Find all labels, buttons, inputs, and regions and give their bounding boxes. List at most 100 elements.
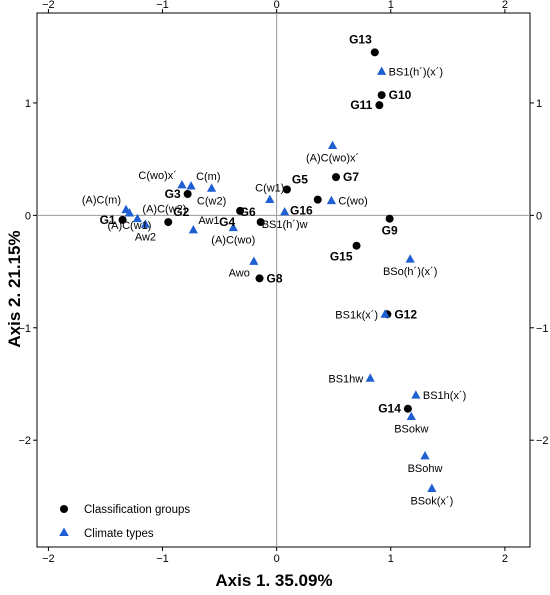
- group-point: [370, 48, 379, 57]
- y-tick-label-right: 1: [536, 98, 542, 110]
- legend-circle-marker: [60, 505, 68, 513]
- group-label: G3: [165, 187, 181, 201]
- x-tick-label-bottom: −1: [156, 553, 169, 565]
- y-tick-label-left: 1: [25, 98, 31, 110]
- climate-point: [124, 208, 135, 217]
- climate-label: BS1hw: [328, 373, 363, 385]
- group-point: [236, 206, 245, 215]
- group-label: G15: [330, 250, 353, 264]
- group-label: G6: [240, 205, 256, 219]
- group-label: G16: [290, 204, 313, 218]
- climate-label: C(m): [196, 171, 220, 183]
- y-axis-title: Axis 2. 21.15%: [5, 230, 24, 347]
- group-label: G13: [349, 32, 372, 46]
- group-point: [403, 404, 412, 413]
- legend-triangle-marker: [59, 527, 69, 536]
- group-label: G1: [100, 213, 116, 227]
- climate-label: Awo: [229, 267, 250, 279]
- group-label: G11: [350, 98, 372, 112]
- climate-point: [186, 181, 196, 190]
- group-label: G4: [219, 215, 235, 229]
- x-tick-label-bottom: 1: [388, 553, 394, 565]
- x-tick-label-bottom: 0: [274, 553, 280, 565]
- climate-point: [365, 373, 375, 382]
- y-tick-label-left: 0: [25, 210, 31, 222]
- climate-label: C(w1): [255, 183, 284, 195]
- group-point: [282, 185, 291, 194]
- data-points: [118, 48, 437, 492]
- y-tick-label-left: −2: [18, 435, 31, 447]
- climate-label: Aw2: [135, 231, 156, 243]
- plot-frame: [36, 12, 531, 548]
- group-point: [331, 173, 340, 182]
- group-point: [375, 101, 384, 110]
- group-point: [183, 189, 192, 198]
- climate-point: [140, 219, 151, 228]
- group-point: [118, 215, 127, 224]
- y-tick-label-right: −2: [536, 435, 549, 447]
- legend-classification-groups: Classification groups: [84, 504, 190, 516]
- climate-label: (A)C(wo)x´: [306, 153, 359, 165]
- x-tick-label-top: 1: [388, 0, 394, 11]
- climate-point: [406, 411, 416, 420]
- climate-point: [427, 483, 437, 492]
- axis-ticks: −2 −2 −1 −1 0 0 1 1 2 2 −2 −2 −1 −1 0 0 1 1: [18, 0, 548, 565]
- climate-label: BSokw: [394, 424, 428, 436]
- climate-label: C(wo)x´: [138, 170, 177, 182]
- group-label: G7: [343, 170, 359, 184]
- group-point: [256, 218, 265, 227]
- climate-label: BS1h(x´): [423, 390, 466, 402]
- group-point: [385, 214, 394, 223]
- climate-label: BS1(h´)w: [262, 219, 308, 231]
- climate-label: (A)C(wo): [211, 235, 255, 247]
- climate-label: BSo(h´)(x´): [383, 266, 437, 278]
- climate-point: [188, 224, 198, 234]
- climate-label: BS1k(x´): [335, 309, 378, 321]
- climate-point: [405, 254, 415, 263]
- climate-label: (A)C(w2): [142, 204, 186, 216]
- climate-point: [228, 222, 238, 232]
- climate-point: [177, 180, 187, 189]
- climate-point: [280, 206, 290, 216]
- climate-label: C(w2): [197, 195, 226, 207]
- group-label: G14: [378, 402, 401, 416]
- climate-label: BSok(x´): [410, 496, 453, 508]
- group-point: [377, 91, 386, 100]
- x-axis-title: Axis 1. 35.09%: [215, 571, 332, 590]
- group-point: [313, 195, 322, 204]
- x-tick-label-bottom: 2: [502, 553, 508, 565]
- climate-point: [207, 183, 217, 192]
- group-label: G9: [382, 224, 398, 238]
- group-point: [255, 274, 264, 283]
- y-tick-label-right: 0: [536, 210, 542, 222]
- climate-label: (A)C(m): [82, 195, 121, 207]
- group-label: G12: [394, 307, 417, 321]
- group-point: [352, 241, 361, 250]
- group-label: G8: [267, 271, 283, 285]
- legend-climate-types: Climate types: [84, 528, 154, 540]
- x-tick-label-top: −1: [156, 0, 169, 11]
- climate-label: (A)C(w1): [107, 220, 151, 232]
- point-labels: G1 G2 G3 G4 G5 G6 G7 G8 G9 G10 G11 G12 G13 G14 G15 G16 (…: [82, 32, 466, 507]
- climate-label: Aw1: [198, 215, 219, 227]
- climate-label: BSohw: [408, 463, 443, 475]
- climate-point: [380, 309, 390, 318]
- y-tick-label-left: −1: [18, 323, 31, 335]
- climate-point: [249, 256, 259, 265]
- climate-point: [265, 194, 275, 204]
- legend: Classification groups Climate types: [59, 504, 190, 540]
- y-tick-label-right: −1: [536, 323, 549, 335]
- climate-point: [377, 66, 387, 75]
- climate-point: [326, 195, 337, 205]
- climate-label: BS1(h´)(x´): [389, 66, 443, 78]
- climate-point: [420, 450, 430, 460]
- climate-point: [132, 213, 143, 223]
- climate-point: [411, 390, 421, 399]
- group-label: G5: [292, 173, 308, 187]
- x-tick-label-top: −2: [42, 0, 55, 11]
- group-label: G10: [389, 88, 412, 102]
- group-point: [164, 218, 173, 227]
- climate-point: [327, 140, 338, 150]
- x-tick-label-top: 0: [274, 0, 280, 11]
